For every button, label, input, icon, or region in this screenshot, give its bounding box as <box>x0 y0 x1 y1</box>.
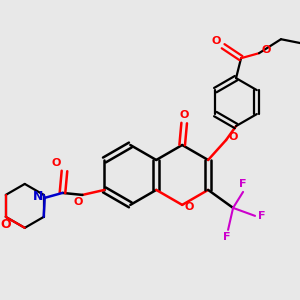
Text: N: N <box>33 190 44 203</box>
Text: F: F <box>258 211 266 221</box>
Text: O: O <box>261 45 271 55</box>
Text: O: O <box>52 158 61 168</box>
Text: O: O <box>212 36 221 46</box>
Text: O: O <box>0 218 11 231</box>
Text: O: O <box>74 197 83 207</box>
Text: O: O <box>179 110 189 120</box>
Text: O: O <box>184 202 194 212</box>
Text: F: F <box>239 179 247 189</box>
Text: F: F <box>223 232 231 242</box>
Text: O: O <box>228 132 238 142</box>
